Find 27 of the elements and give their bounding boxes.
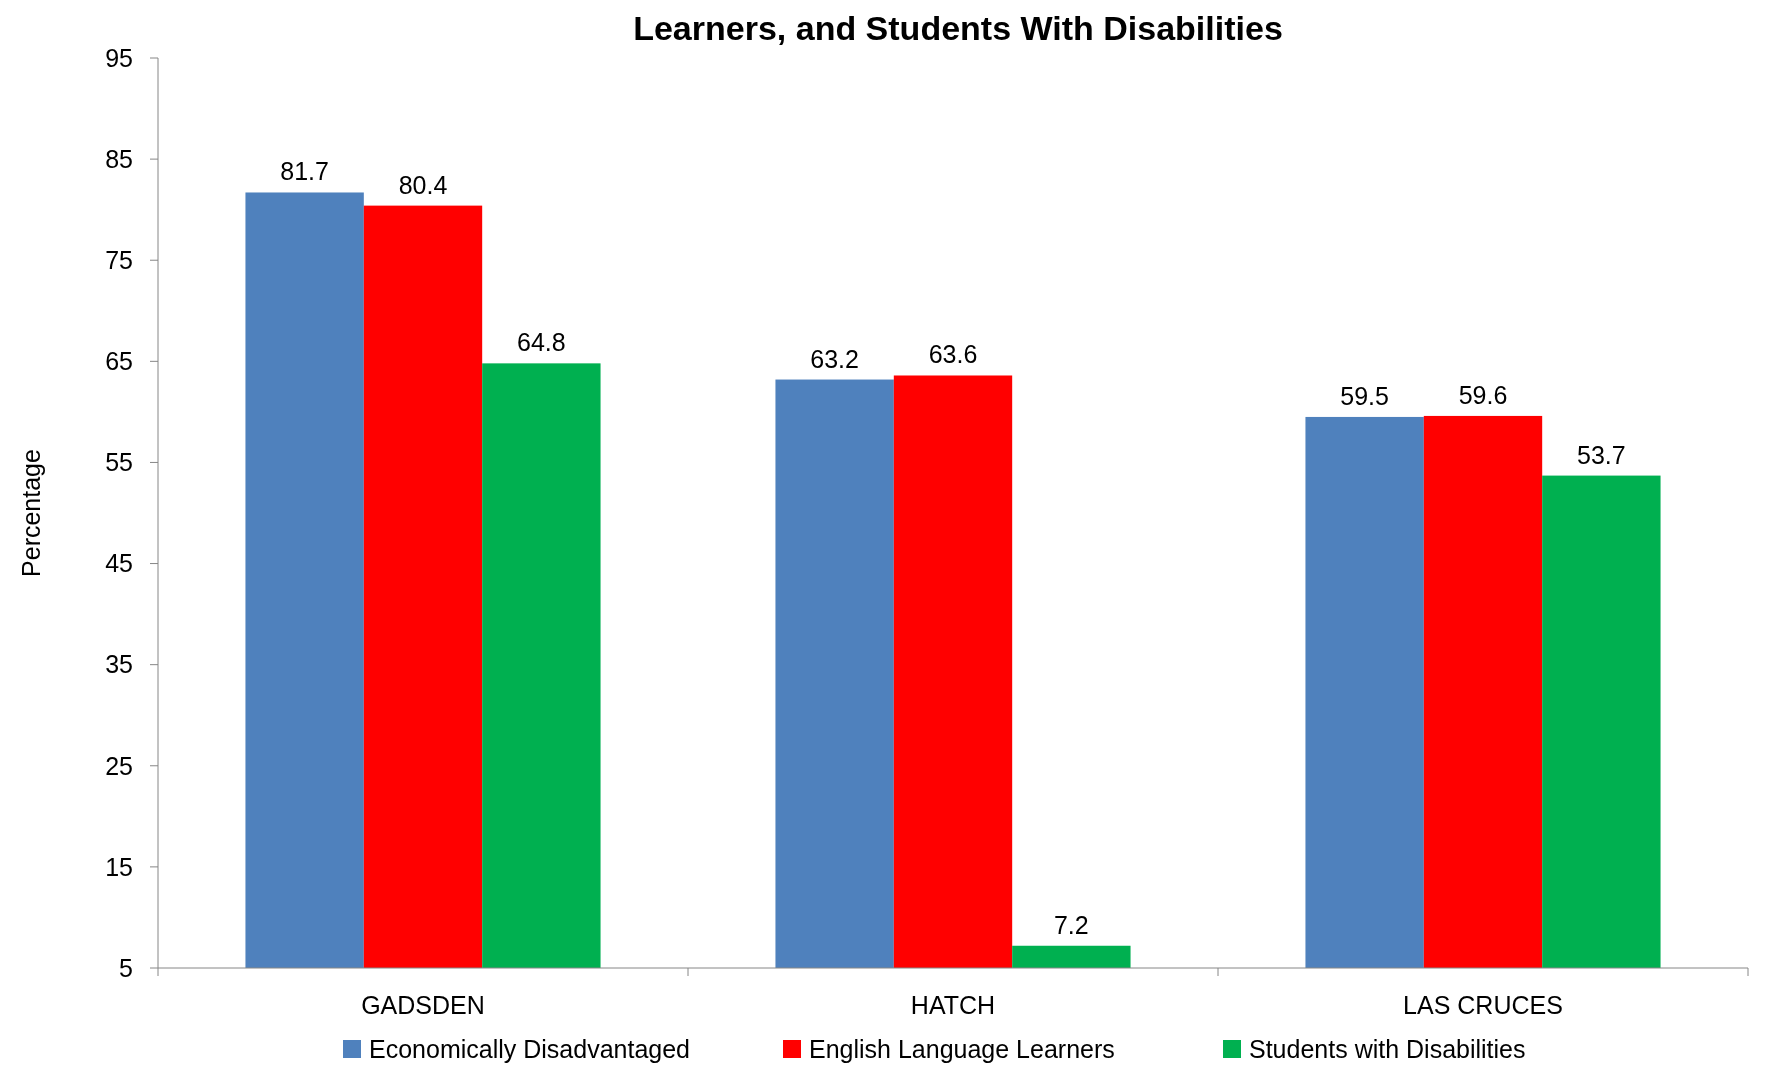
data-label: 80.4	[398, 170, 448, 199]
data-label: 59.6	[1458, 380, 1508, 409]
data-label: 53.7	[1577, 440, 1626, 469]
legend-label: Students with Disabilities	[1249, 1034, 1526, 1063]
y-tick-label: 75	[105, 245, 133, 274]
y-axis-title: Percentage	[17, 449, 45, 577]
y-tick-label: 85	[105, 144, 133, 173]
x-tick-label: LAS CRUCES	[1403, 991, 1563, 1019]
y-tick-label: 25	[105, 751, 133, 780]
y-tick-label: 95	[105, 43, 133, 72]
legend-label: Economically Disadvantaged	[369, 1034, 691, 1063]
data-label: 64.8	[517, 328, 566, 357]
data-label: 63.6	[928, 340, 978, 369]
y-tick-label: 45	[105, 549, 133, 578]
x-tick-label: HATCH	[910, 991, 996, 1019]
y-tick-label: 5	[119, 953, 133, 982]
legend-label: English Language Learners	[809, 1034, 1115, 1063]
chart-title: Learners, and Students With Disabilities	[633, 9, 1283, 47]
data-label: 81.7	[280, 157, 329, 186]
x-tick-label: GADSDEN	[361, 991, 485, 1019]
data-label: 63.2	[810, 344, 859, 373]
y-tick-label: 65	[105, 347, 133, 376]
y-tick-label: 55	[105, 448, 133, 477]
y-tick-label: 15	[105, 852, 133, 881]
y-tick-label: 35	[105, 650, 133, 679]
data-label: 59.5	[1340, 381, 1389, 410]
data-label: 7.2	[1053, 910, 1089, 939]
